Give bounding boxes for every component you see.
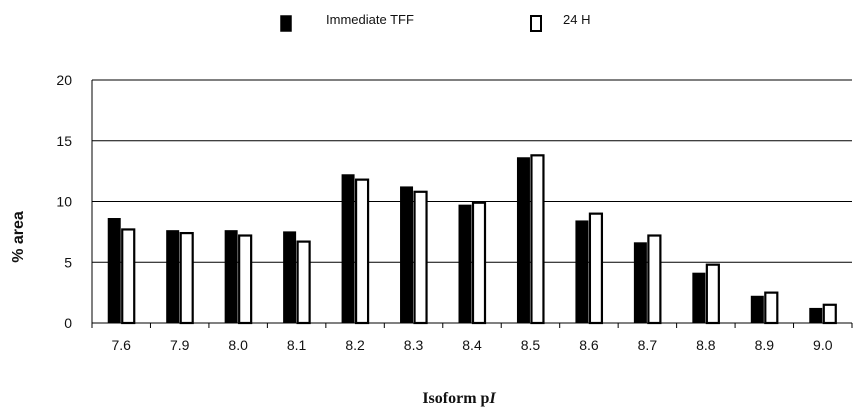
x-tick-label-8.8: 8.8: [696, 337, 716, 353]
bar-24h-8.4: [471, 201, 487, 325]
bar-group-9.0: [809, 303, 837, 325]
x-tick-label-8.7: 8.7: [638, 337, 658, 353]
bar-24h-8.3: [413, 190, 428, 325]
bar-immediate-tff-8.9: [750, 295, 764, 324]
y-tick-label-15: 15: [56, 133, 72, 149]
legend: Immediate TFF 24 H: [280, 12, 590, 32]
bar-group-8.1: [283, 231, 311, 325]
x-tick-label-8.2: 8.2: [345, 337, 365, 353]
x-tick-label-9.0: 9.0: [813, 337, 833, 353]
bar-24h-8.7: [647, 234, 662, 325]
legend-swatch-24h: [530, 15, 542, 32]
bar-24h-9.0: [822, 303, 837, 325]
legend-swatch-immediate-tff: [280, 15, 292, 32]
bar-24h-8.9: [764, 291, 779, 325]
bar-24h-8.2: [354, 178, 370, 325]
bar-24h-8.1: [296, 240, 311, 325]
x-tick-label-8.5: 8.5: [521, 337, 541, 353]
y-tick-label-5: 5: [64, 254, 72, 270]
bar-immediate-tff-7.6: [107, 218, 121, 324]
bar-group-8.0: [224, 230, 253, 325]
x-axis-label-main: Isoform p: [422, 390, 489, 407]
bar-group-8.4: [458, 201, 487, 325]
legend-label-immediate-tff: Immediate TFF: [326, 12, 414, 27]
bar-group-8.3: [400, 186, 428, 325]
bar-immediate-tff-8.0: [224, 230, 238, 324]
bar-immediate-tff-8.7: [633, 242, 647, 324]
bar-immediate-tff-9.0: [809, 307, 823, 324]
bar-immediate-tff-8.5: [516, 157, 530, 324]
x-tick-label-8.6: 8.6: [579, 337, 599, 353]
bar-group-7.9: [166, 230, 194, 325]
x-tick-labels: 7.6 7.9 8.0 8.1 8.2 8.3 8.4 8.5 8.6 8.7 8.8 8.9 9.0: [111, 337, 832, 353]
x-tick-label-7.9: 7.9: [170, 337, 190, 353]
bar-immediate-tff-8.8: [692, 272, 706, 324]
bar-group-7.6: [107, 218, 136, 325]
x-tick-label-8.3: 8.3: [404, 337, 424, 353]
axes: [91, 80, 853, 328]
legend-label-24h: 24 H: [563, 12, 590, 27]
x-tick-label-8.0: 8.0: [228, 337, 248, 353]
x-tick-label-7.6: 7.6: [111, 337, 131, 353]
bar-24h-8.8: [705, 263, 720, 325]
bar-group-8.5: [516, 154, 545, 325]
bar-24h-8.5: [530, 154, 545, 325]
bar-immediate-tff-8.4: [458, 204, 472, 324]
bar-24h-7.9: [179, 231, 194, 325]
x-tick-label-8.4: 8.4: [462, 337, 482, 353]
bar-immediate-tff-8.6: [575, 220, 589, 324]
bar-immediate-tff-8.3: [400, 186, 414, 324]
y-tick-label-20: 20: [56, 72, 72, 88]
bar-immediate-tff-7.9: [166, 230, 180, 324]
bar-groups: [107, 154, 837, 325]
y-tick-label-10: 10: [56, 194, 72, 210]
y-axis-label: % area: [10, 211, 27, 263]
bar-24h-7.6: [121, 228, 136, 325]
x-tick-label-8.9: 8.9: [755, 337, 775, 353]
bar-24h-8.6: [588, 212, 604, 325]
bar-group-8.6: [575, 212, 604, 325]
x-axis-label: Isoform pI: [422, 390, 496, 407]
bar-group-8.8: [692, 263, 720, 325]
bar-immediate-tff-8.1: [283, 231, 297, 324]
bar-24h-8.0: [238, 234, 253, 325]
y-tick-label-0: 0: [64, 315, 72, 331]
y-tick-labels: 0 5 10 15 20: [56, 72, 72, 331]
x-axis-label-italic: I: [488, 390, 496, 407]
bar-group-8.2: [341, 174, 370, 325]
bar-group-8.9: [750, 291, 779, 325]
bar-immediate-tff-8.2: [341, 174, 355, 324]
bar-group-8.7: [633, 234, 662, 325]
x-tick-label-8.1: 8.1: [287, 337, 307, 353]
